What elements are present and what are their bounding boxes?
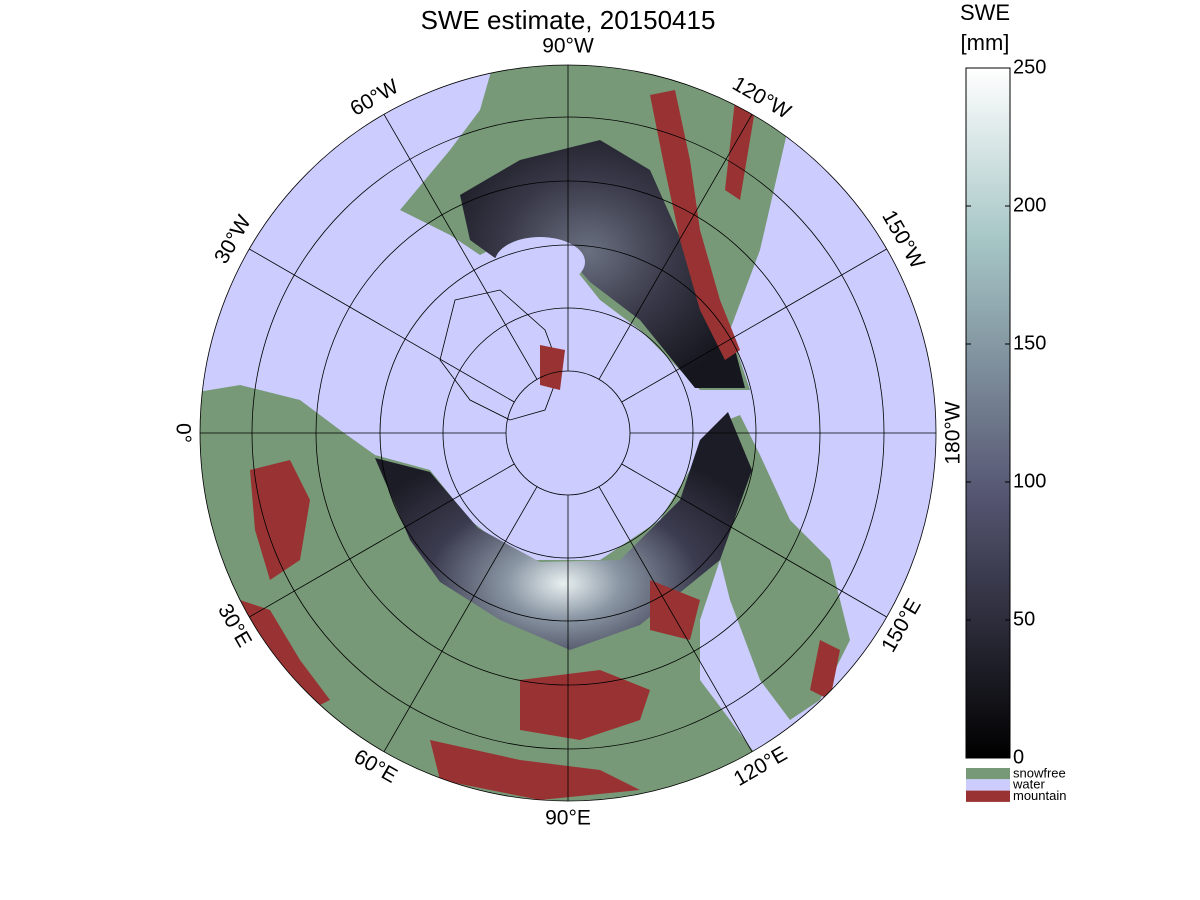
meridian: [621, 248, 887, 403]
meridian: [598, 486, 753, 752]
meridian: [383, 486, 538, 752]
hudson-bay: [495, 237, 585, 287]
colorbar-label: SWE: [960, 0, 1010, 25]
tick-label: 200: [1013, 194, 1046, 216]
map: [200, 65, 936, 801]
colorbar-label: [mm]: [961, 30, 1010, 55]
greenland: [439, 289, 561, 421]
meridian: [621, 463, 887, 618]
snow-north-america: [460, 140, 745, 388]
meridian: [249, 248, 515, 403]
class-label: mountain: [1013, 788, 1066, 803]
title: SWE estimate, 20150415: [421, 5, 716, 35]
colorbar: [965, 67, 1011, 759]
tick-label: 150: [1013, 332, 1046, 354]
tick-label: 50: [1013, 608, 1035, 630]
class-label: water: [1012, 777, 1045, 792]
class-swatch: [966, 779, 1010, 791]
mountains: [240, 90, 840, 800]
class-swatch: [966, 790, 1010, 802]
meridian: [249, 463, 515, 618]
class-swatch: [966, 768, 1010, 780]
meridian: [598, 114, 753, 380]
class-label: snowfree: [1013, 765, 1066, 780]
tick-label: 250: [1013, 56, 1046, 78]
meridian: [383, 114, 538, 380]
graticule: [199, 64, 937, 802]
longitude-label: 90°E: [545, 807, 591, 830]
longitude-label: 180°W: [942, 401, 965, 464]
tick-label: 100: [1013, 470, 1046, 492]
longitude-label: 0°: [171, 423, 194, 443]
tick-label: 0: [1013, 746, 1024, 768]
longitude-label: 90°W: [542, 35, 594, 58]
